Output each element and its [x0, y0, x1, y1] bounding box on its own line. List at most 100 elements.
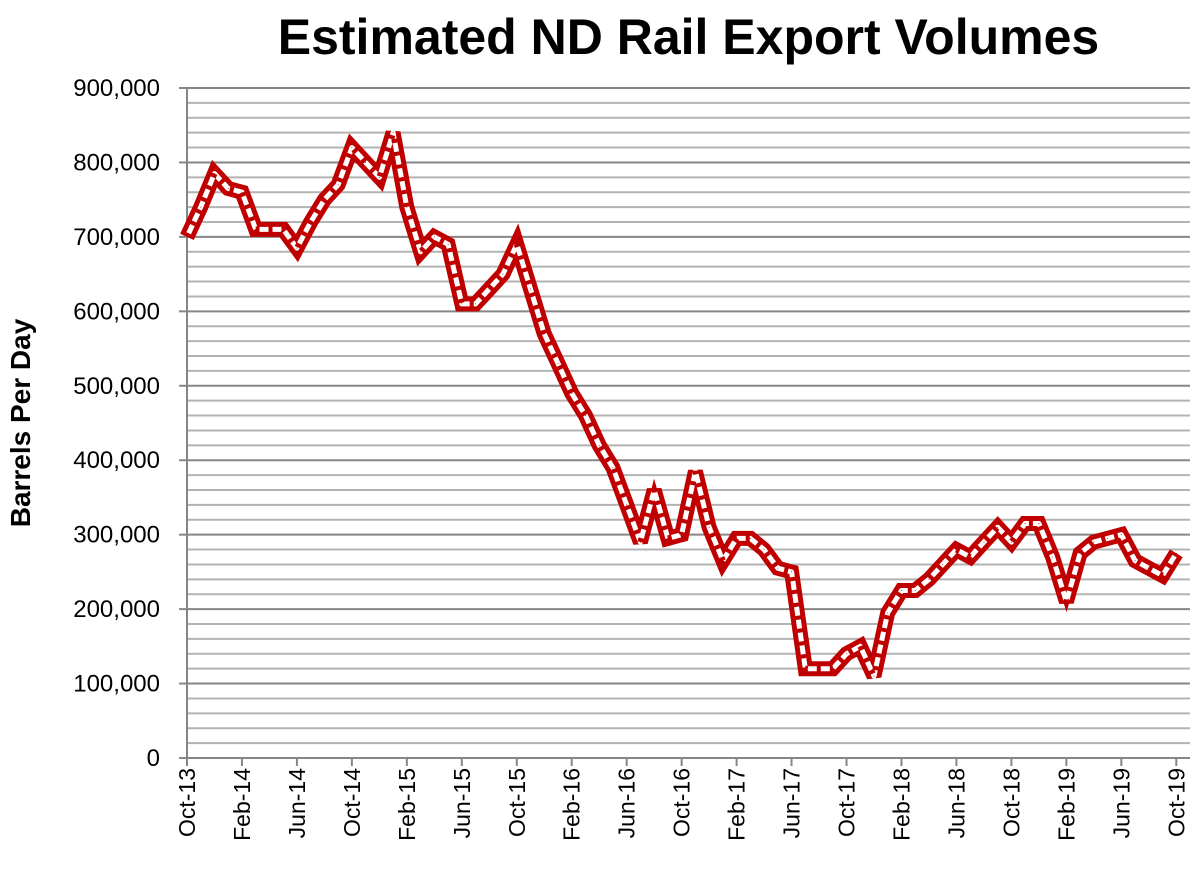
data-point [846, 653, 848, 655]
x-tick-label: Feb-19 [1053, 768, 1079, 841]
x-tick-label: Oct-14 [339, 768, 365, 837]
data-point [1093, 541, 1095, 543]
data-point [1065, 601, 1067, 603]
data-point [1052, 556, 1054, 558]
data-point [1175, 552, 1177, 554]
x-tick-label: Feb-17 [724, 768, 750, 841]
y-axis-label: Barrels Per Day [5, 318, 36, 527]
x-tick-label: Feb-18 [888, 768, 914, 841]
gridlines [187, 87, 1190, 745]
data-point [447, 243, 449, 245]
data-point [1079, 552, 1081, 554]
data-point [557, 362, 559, 364]
data-point [337, 184, 339, 186]
data-point [516, 243, 518, 245]
data-point [255, 228, 257, 230]
data-point [1162, 575, 1164, 577]
y-tick-label: 400,000 [73, 447, 160, 474]
data-point [268, 228, 270, 230]
y-tick-label: 700,000 [73, 224, 160, 251]
data-point [282, 228, 284, 230]
data-point [942, 563, 944, 565]
data-point [983, 541, 985, 543]
data-point [955, 549, 957, 551]
y-tick-label: 500,000 [73, 373, 160, 400]
x-tick-label: Jun-16 [614, 768, 640, 838]
data-point [392, 132, 394, 134]
data-point [296, 247, 298, 249]
x-tick-label: Feb-15 [394, 768, 420, 841]
x-tick-label: Jun-17 [779, 768, 805, 838]
data-point [887, 612, 889, 614]
data-point [433, 236, 435, 238]
series-line [180, 130, 1183, 686]
data-point [969, 556, 971, 558]
data-point [997, 526, 999, 528]
data-point [832, 668, 834, 670]
data-point [1010, 541, 1012, 543]
chart-title: Estimated ND Rail Export Volumes [277, 9, 1100, 65]
data-point [502, 273, 504, 275]
data-point [612, 467, 614, 469]
y-tick-label: 0 [147, 745, 160, 772]
data-point [213, 173, 215, 175]
x-tick-label: Oct-15 [504, 768, 530, 837]
data-point [475, 303, 477, 305]
x-tick-label: Jun-18 [943, 768, 969, 838]
data-point [777, 567, 779, 569]
data-point [914, 590, 916, 591]
data-point [461, 303, 463, 305]
data-point [598, 444, 600, 446]
y-tick-label: 900,000 [73, 75, 160, 102]
data-point [667, 537, 669, 539]
data-point [1148, 567, 1150, 569]
data-point [1134, 560, 1136, 562]
data-point [1024, 523, 1026, 524]
data-point [653, 489, 655, 491]
x-tick-label: Jun-19 [1108, 768, 1134, 838]
data-point [365, 161, 367, 163]
data-point [749, 537, 751, 539]
data-point [818, 668, 820, 670]
x-tick-label: Oct-19 [1163, 768, 1189, 837]
y-tick-label: 600,000 [73, 298, 160, 325]
data-point [241, 191, 243, 193]
data-point [1107, 537, 1109, 539]
x-tick-label: Oct-18 [998, 768, 1024, 837]
x-tick-label: Jun-15 [449, 768, 475, 838]
data-point [200, 206, 202, 208]
data-point [1038, 523, 1040, 524]
y-tick-label: 200,000 [73, 596, 160, 623]
data-point [543, 333, 545, 335]
data-point [873, 675, 875, 677]
y-tick-label: 800,000 [73, 149, 160, 176]
data-point [584, 415, 586, 417]
data-point [928, 578, 930, 580]
x-tick-label: Feb-14 [229, 768, 255, 841]
data-point [530, 288, 531, 290]
x-tick-label: Jun-14 [284, 768, 310, 839]
data-point [694, 470, 696, 472]
data-point [406, 206, 408, 208]
x-tick-label: Oct-13 [174, 768, 200, 837]
data-point [1120, 534, 1122, 536]
data-point [639, 541, 641, 543]
data-point [571, 392, 573, 394]
data-point [708, 526, 710, 528]
x-tick-label: Oct-16 [669, 768, 695, 837]
axes: 0 100,000 200,000 300,000 400,000 500,000 600,… [73, 75, 1190, 841]
x-tick-label: Oct-17 [834, 768, 860, 837]
data-point [900, 590, 902, 591]
data-point [488, 288, 490, 290]
y-tick-label: 300,000 [73, 522, 160, 549]
data-point [791, 571, 793, 573]
data-point [763, 549, 765, 551]
data-point [186, 236, 188, 238]
data-point [351, 147, 353, 149]
data-point [310, 221, 312, 223]
data-point [859, 645, 861, 647]
data-point [420, 251, 422, 253]
data-point [323, 199, 325, 201]
data-point [626, 504, 628, 506]
